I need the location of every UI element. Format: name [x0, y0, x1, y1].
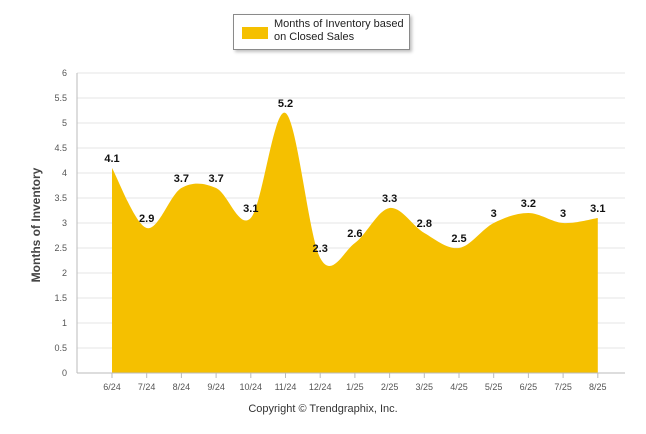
x-tick-label: 5/25 — [485, 382, 503, 392]
data-label: 3 — [491, 208, 497, 220]
y-tick-label: 2 — [62, 268, 67, 278]
x-tick-label: 6/24 — [103, 382, 121, 392]
y-tick-label: 5.5 — [54, 93, 67, 103]
copyright-text: Copyright © Trendgraphix, Inc. — [248, 403, 398, 415]
y-tick-label: 0 — [62, 368, 67, 378]
y-tick-label: 4.5 — [54, 143, 67, 153]
y-tick-label: 0.5 — [54, 343, 67, 353]
y-tick-label: 5 — [62, 118, 67, 128]
legend-swatch — [242, 27, 268, 39]
x-tick-label: 11/24 — [275, 382, 297, 392]
x-tick-label: 8/25 — [589, 382, 607, 392]
area-series — [112, 112, 598, 374]
y-tick-label: 3.5 — [54, 193, 67, 203]
data-label: 3 — [560, 208, 566, 220]
y-tick-label: 1.5 — [54, 293, 67, 303]
data-label: 2.9 — [139, 213, 154, 225]
x-tick-label: 1/25 — [346, 382, 364, 392]
data-label: 4.1 — [104, 153, 119, 165]
legend-label: Months of Inventory based on Closed Sale… — [274, 18, 404, 43]
legend: Months of Inventory based on Closed Sale… — [233, 14, 410, 50]
y-tick-label: 6 — [62, 68, 67, 78]
data-label: 2.8 — [417, 218, 432, 230]
axes: 0 0.5 1 1.5 2 2.5 3 3.5 4 4.5 5 5.5 6 6/24 7/24 8/24 9/2… — [54, 68, 625, 392]
x-tick-label: 4/25 — [450, 382, 468, 392]
data-labels: 4.1 2.9 3.7 3.7 3.1 5.2 2.3 2.6 3.3 2.8 2.5 3 3.2 3 3.… — [104, 98, 605, 255]
x-tick-label: 7/25 — [554, 382, 572, 392]
data-label: 3.3 — [382, 193, 397, 205]
data-label: 3.2 — [521, 198, 536, 210]
x-tick-label: 3/25 — [416, 382, 434, 392]
data-label: 2.3 — [313, 243, 328, 255]
x-tick-label: 12/24 — [309, 382, 332, 392]
data-label: 3.1 — [590, 203, 605, 215]
y-axis-title: Months of Inventory — [29, 167, 43, 283]
data-label: 2.5 — [451, 233, 466, 245]
x-tick-label: 9/24 — [207, 382, 225, 392]
y-tick-label: 2.5 — [54, 243, 67, 253]
data-label: 3.7 — [174, 173, 189, 185]
data-label: 2.6 — [347, 228, 362, 240]
y-tick-label: 4 — [62, 168, 67, 178]
y-tick-label: 3 — [62, 218, 67, 228]
x-tick-label: 2/25 — [381, 382, 399, 392]
data-label: 3.7 — [208, 173, 223, 185]
x-tick-label: 6/25 — [520, 382, 538, 392]
y-tick-label: 1 — [62, 318, 67, 328]
area-fill — [112, 112, 598, 374]
x-tick-label: 10/24 — [240, 382, 263, 392]
data-label: 5.2 — [278, 98, 293, 110]
x-tick-label: 8/24 — [173, 382, 191, 392]
x-tick-label: 7/24 — [138, 382, 156, 392]
data-label: 3.1 — [243, 203, 258, 215]
